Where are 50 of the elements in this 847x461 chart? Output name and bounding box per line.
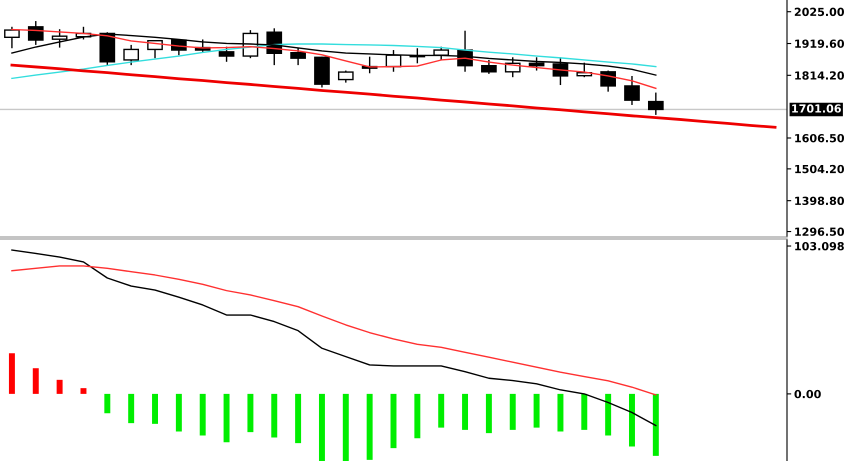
candlestick [600,70,616,92]
bar [224,394,230,442]
bar [366,394,373,460]
bar [318,394,325,461]
bar [581,394,588,430]
bar [8,353,15,394]
line-series [10,64,776,129]
candlestick [218,46,234,62]
bar [534,394,540,428]
line-series [11,265,657,396]
bar [56,380,63,394]
y-tick-label: 1504.20 [795,164,844,174]
y-tick-label: 103.098 [795,242,844,250]
bar [342,394,349,461]
bar [510,394,516,430]
bar [414,394,420,438]
bar [32,368,39,394]
y-tick-label: 1814.20 [795,71,844,80]
candlestick [338,70,354,84]
bar [652,394,659,456]
y-tick-label: 1296.50 [795,228,844,236]
bar [295,394,302,444]
candlestick [648,92,664,116]
bar [271,394,278,438]
bar [486,394,492,434]
candlestick [528,56,544,72]
y-tick-label: 1606.50 [795,134,844,142]
bar [605,394,612,436]
candlestick [290,48,306,66]
bar [629,394,635,447]
candlestick [4,26,20,49]
bar [80,388,86,394]
y-tick-label: 2025.00 [794,8,844,16]
y-tick-label: 1919.60 [795,39,844,48]
bar [438,394,444,428]
bar [152,394,158,424]
bar [390,394,396,448]
candlestick [624,75,640,106]
bar [247,394,254,432]
ref-line-label: 1701.06 [792,104,841,113]
bar [462,394,468,430]
y-tick-label: 1398.80 [795,196,844,206]
bar [200,394,206,436]
candlestick [123,44,140,66]
y-tick-label: 0.00 [794,390,821,398]
line-series [11,249,657,426]
bar [128,394,134,424]
bar [104,394,110,414]
bar [557,394,564,432]
bar [176,394,182,432]
